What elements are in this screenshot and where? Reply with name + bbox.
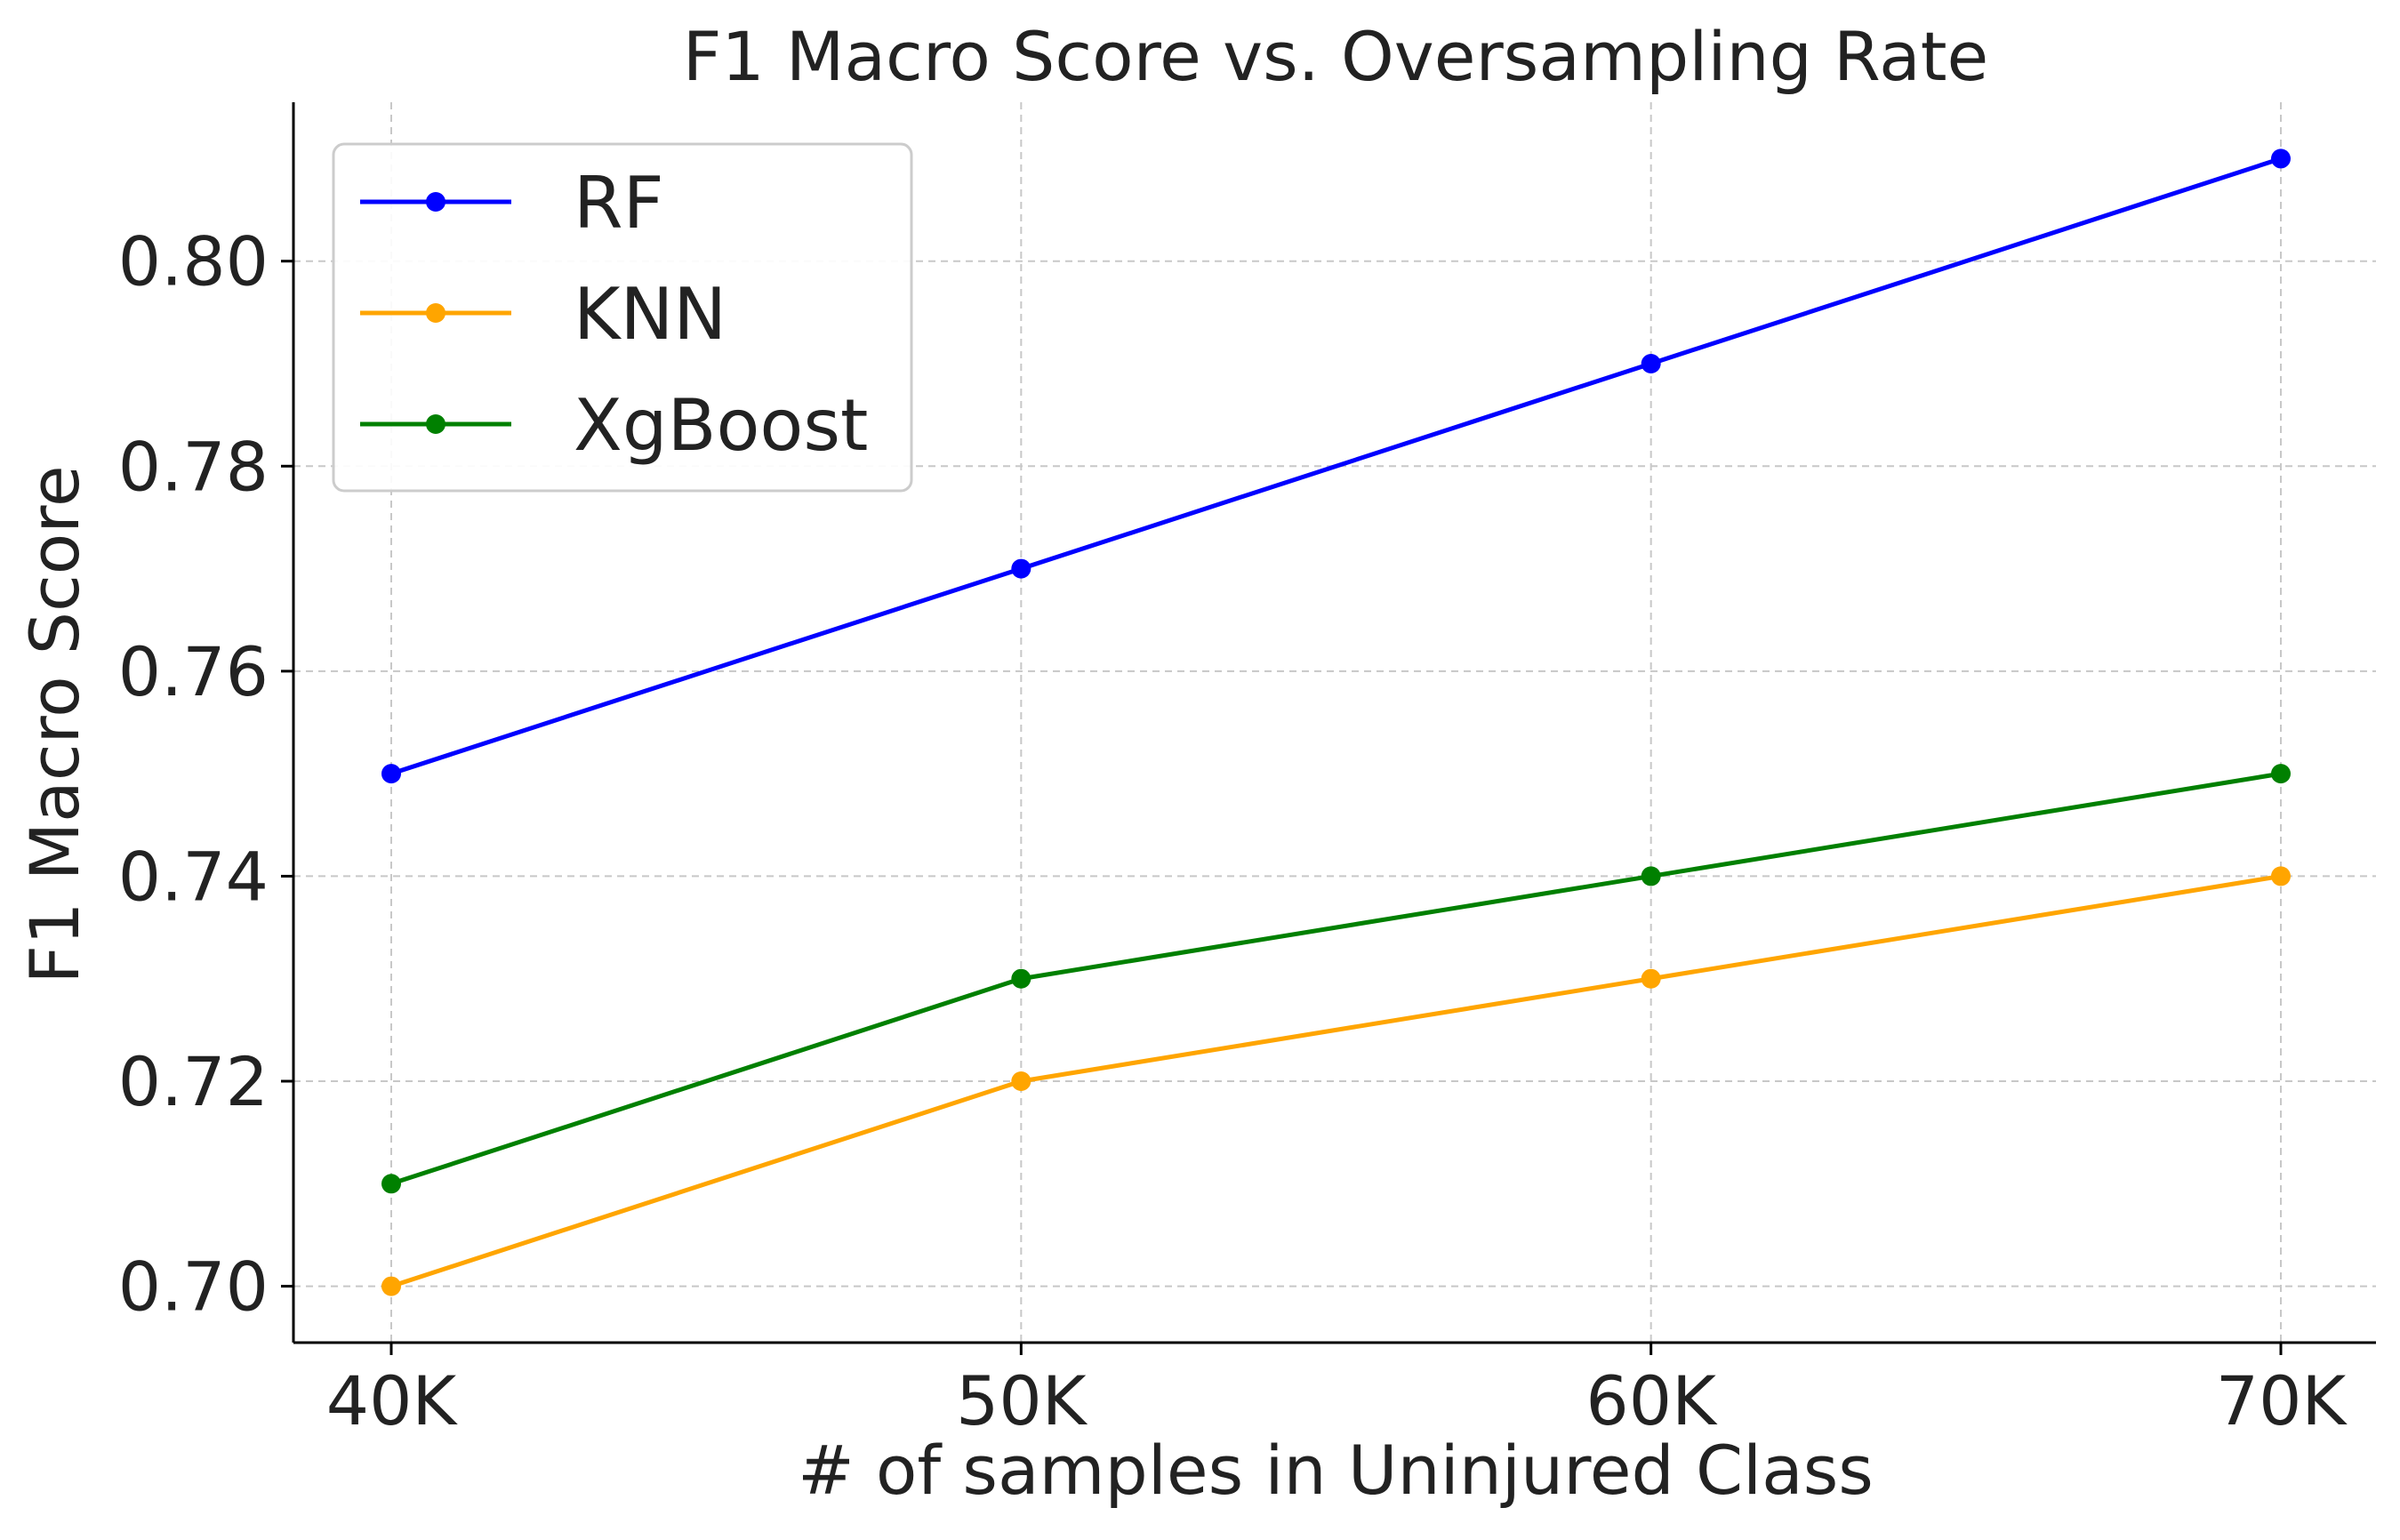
series-line-knn (390, 873, 2282, 1288)
data-point-knn (2271, 866, 2291, 886)
y-tick-label: 0.78 (118, 427, 269, 506)
y-tick-label: 0.80 (118, 222, 269, 301)
legend-label-xgboost: XgBoost (574, 384, 868, 467)
y-tick-label: 0.74 (118, 837, 269, 916)
data-point-knn (1641, 968, 1661, 989)
data-point-xgboost (2271, 764, 2291, 784)
legend-label-knn: KNN (574, 273, 726, 356)
data-point-rf (1011, 558, 1031, 579)
y-tick-label: 0.72 (118, 1042, 269, 1121)
series-line-xgboost (390, 771, 2282, 1186)
y-axis-label: F1 Macro Score (15, 465, 94, 983)
grid-layer (293, 102, 2376, 1343)
x-tick-label: 40K (326, 1361, 459, 1440)
legend-marker-xgboost (426, 414, 445, 434)
legend-marker-rf (426, 192, 445, 212)
data-point-knn (381, 1276, 401, 1296)
data-point-rf (381, 764, 401, 784)
legend-marker-knn (426, 303, 445, 323)
data-point-rf (2271, 148, 2291, 169)
data-point-rf (1641, 353, 1661, 373)
series-line-rf (390, 156, 2282, 776)
data-point-xgboost (1011, 968, 1031, 989)
data-point-xgboost (381, 1174, 401, 1194)
y-tick-label: 0.70 (118, 1247, 269, 1327)
axes-layer: 40K 50K 60K 70K 0.70 0.72 0.74 0.76 0.78 0.80 (118, 102, 2376, 1440)
chart-title: F1 Macro Score vs. Oversampling Rate (683, 17, 1989, 96)
data-point-xgboost (1641, 866, 1661, 886)
legend: RF KNN XgBoost (332, 142, 913, 493)
legend-label-rf: RF (574, 162, 664, 245)
data-point-knn (1011, 1071, 1031, 1092)
x-tick-label: 70K (2216, 1361, 2348, 1440)
series-layer (381, 148, 2291, 1296)
x-tick-label: 50K (956, 1361, 1088, 1440)
legend-box (332, 142, 913, 493)
x-tick-label: 60K (1585, 1361, 1718, 1440)
y-tick-label: 0.76 (118, 632, 269, 711)
x-axis-label: # of samples in Uninjured Class (798, 1431, 1874, 1510)
